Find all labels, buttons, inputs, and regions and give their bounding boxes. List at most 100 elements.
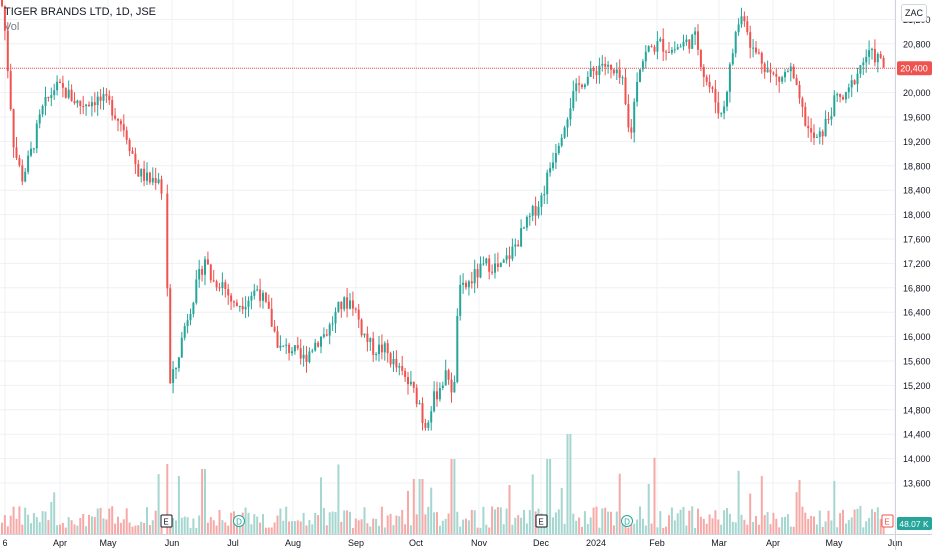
volume-bar — [50, 501, 53, 534]
candle-body — [166, 193, 169, 289]
volume-bar — [215, 525, 218, 534]
candle-body — [537, 206, 540, 216]
candle-body — [755, 47, 757, 53]
x-tick-label: May — [99, 538, 117, 548]
candle-body — [821, 131, 824, 137]
volume-bar — [96, 508, 99, 534]
candle-body — [572, 91, 575, 109]
volume-bar — [102, 518, 105, 534]
volume-bar — [586, 524, 589, 534]
candle-body — [647, 46, 650, 52]
candle-body — [12, 109, 15, 148]
volume-bar — [192, 518, 195, 534]
candle-body — [595, 71, 598, 76]
candle-body — [670, 49, 673, 53]
volume-bar — [583, 511, 586, 534]
volume-bar — [717, 519, 720, 534]
volume-bar — [15, 518, 18, 534]
candle-body — [143, 168, 146, 181]
volume-bar — [679, 509, 682, 534]
candle-body — [270, 308, 273, 327]
dividend-marker[interactable]: D — [233, 515, 245, 527]
volume-bar — [502, 524, 505, 534]
volume-bar — [569, 434, 572, 534]
last-price-label: 20,400 — [900, 64, 928, 74]
candle-body — [734, 32, 737, 54]
volume-bar — [482, 506, 485, 534]
candle-body — [192, 302, 195, 315]
volume-bar — [784, 516, 786, 534]
candle-body — [813, 132, 815, 138]
volume-bar — [847, 520, 850, 534]
volume-bar — [641, 518, 644, 534]
candle-body — [682, 42, 685, 47]
earnings-marker[interactable]: E — [535, 514, 548, 528]
volume-bar — [378, 525, 380, 534]
candle-body — [560, 137, 563, 146]
currency-button[interactable]: ZAC — [901, 4, 927, 22]
volume-bar — [412, 478, 415, 534]
volume-bar — [673, 520, 676, 534]
volume-bar — [401, 509, 404, 534]
candle-body — [180, 337, 183, 358]
volume-bar — [119, 522, 122, 534]
volume-bar — [818, 510, 821, 534]
candle-body — [473, 269, 476, 284]
event-marker-label: D — [624, 518, 630, 527]
volume-bar — [70, 520, 73, 534]
candle-body — [421, 403, 424, 424]
volume-bar — [566, 434, 569, 534]
volume-bar — [99, 507, 102, 534]
y-tick-label: 16,000 — [903, 332, 931, 342]
candle-body — [125, 130, 128, 140]
candle-body — [447, 370, 450, 380]
candle-body — [349, 300, 351, 309]
candle-body — [157, 179, 160, 183]
candle-body — [711, 87, 714, 89]
candle-body — [415, 387, 418, 405]
volume-bar — [647, 483, 650, 534]
volume-bar — [607, 511, 610, 534]
candle-body — [122, 124, 125, 131]
volume-bar — [656, 527, 659, 534]
candle-body — [366, 333, 369, 342]
candle-body — [807, 125, 810, 129]
candle-body — [111, 100, 114, 116]
candle-body — [175, 368, 177, 370]
candle-body — [479, 263, 482, 278]
volume-bar — [813, 516, 815, 534]
volume-bar — [766, 512, 769, 534]
volume-bar — [447, 513, 450, 534]
candle-body — [615, 69, 618, 74]
candle-body — [520, 228, 523, 247]
earnings-marker[interactable]: E — [160, 514, 173, 528]
volume-bar — [276, 515, 279, 534]
candle-body — [67, 89, 70, 98]
volume-bar — [798, 480, 801, 534]
volume-bar — [221, 520, 224, 534]
last-volume-label: 48.07 K — [899, 519, 929, 529]
volume-bar — [598, 527, 601, 534]
volume-bar — [279, 508, 282, 534]
dividend-marker[interactable]: D — [621, 515, 633, 527]
candle-body — [798, 84, 801, 99]
y-tick-label: 16,400 — [903, 308, 931, 318]
candle-body — [569, 108, 572, 120]
candle-body — [731, 53, 734, 65]
x-tick-label: Jul — [227, 538, 239, 548]
earnings-marker[interactable]: E — [881, 514, 894, 528]
candle-body — [467, 281, 470, 288]
volume-bar — [589, 517, 592, 534]
candle-body — [267, 301, 270, 309]
volume-bar — [351, 527, 354, 534]
volume-bar — [328, 512, 331, 534]
candle-body — [18, 157, 21, 166]
candle-body — [137, 164, 140, 177]
candle-body — [369, 338, 372, 342]
candle-body — [401, 366, 404, 371]
candle-body — [818, 131, 821, 137]
y-tick-label: 16,800 — [903, 283, 931, 293]
volume-bar — [865, 521, 868, 534]
volume-bar — [563, 523, 566, 534]
